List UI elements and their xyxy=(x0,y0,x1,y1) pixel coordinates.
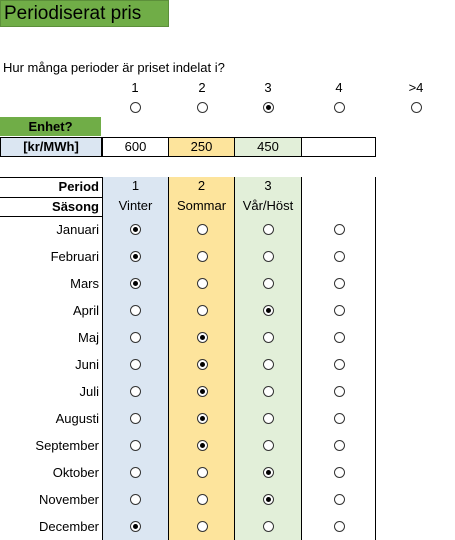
period-column-bg xyxy=(301,217,376,540)
period-column-bg xyxy=(168,217,235,540)
month-label: April xyxy=(72,303,99,318)
period-number-cell: 2 xyxy=(168,177,235,197)
period-count-radio[interactable] xyxy=(196,102,208,113)
month-period-radio[interactable] xyxy=(333,386,345,397)
season-label: Säsong xyxy=(52,199,99,214)
month-period-radio[interactable] xyxy=(333,332,345,343)
period-number-cell: 1 xyxy=(102,177,169,197)
month-period-radio[interactable] xyxy=(333,440,345,451)
season-name-cell: Sommar xyxy=(168,197,235,217)
period-count-radio[interactable] xyxy=(262,102,274,113)
period-label: Period xyxy=(58,179,99,194)
month-period-radio[interactable] xyxy=(196,494,208,505)
month-period-radio[interactable] xyxy=(196,440,208,451)
period-count-radio[interactable] xyxy=(333,102,345,113)
month-period-radio[interactable] xyxy=(333,278,345,289)
period-number-cell: 3 xyxy=(234,177,302,197)
month-period-radio[interactable] xyxy=(263,359,274,370)
month-period-radio[interactable] xyxy=(196,224,208,235)
price-cell-period-3[interactable]: 450 xyxy=(234,137,302,157)
period-column-bg xyxy=(234,217,302,540)
month-period-radio[interactable] xyxy=(130,359,141,370)
season-name-cell: Vår/Höst xyxy=(234,197,302,217)
month-period-radio[interactable] xyxy=(263,251,274,262)
month-label: Mars xyxy=(70,276,99,291)
month-period-radio[interactable] xyxy=(130,305,141,316)
month-period-radio[interactable] xyxy=(333,359,345,370)
month-label: Maj xyxy=(78,330,99,345)
month-period-radio[interactable] xyxy=(130,386,141,397)
month-label: September xyxy=(35,438,99,453)
month-period-radio[interactable] xyxy=(333,494,345,505)
month-period-radio[interactable] xyxy=(333,305,345,316)
month-label: Oktober xyxy=(52,465,99,480)
page-title: Periodiserat pris xyxy=(0,0,169,27)
month-period-radio[interactable] xyxy=(196,278,208,289)
month-period-radio[interactable] xyxy=(263,413,274,424)
month-period-radio[interactable] xyxy=(196,251,208,262)
month-label: Januari xyxy=(56,222,99,237)
month-period-radio[interactable] xyxy=(263,278,274,289)
month-period-radio[interactable] xyxy=(263,521,274,532)
month-label: November xyxy=(39,492,99,507)
season-name-cell: Vinter xyxy=(102,197,169,217)
month-period-radio[interactable] xyxy=(130,467,141,478)
month-period-radio[interactable] xyxy=(196,305,208,316)
month-period-radio[interactable] xyxy=(333,251,345,262)
month-period-radio[interactable] xyxy=(130,224,141,235)
month-period-radio[interactable] xyxy=(130,413,141,424)
price-cell-period-4[interactable] xyxy=(301,137,376,157)
month-period-radio[interactable] xyxy=(130,494,141,505)
month-period-radio[interactable] xyxy=(130,251,141,262)
price-cell-period-2[interactable]: 250 xyxy=(168,137,235,157)
month-period-radio[interactable] xyxy=(263,467,274,478)
unit-prompt-label: Enhet? xyxy=(0,117,101,136)
period-count-option-label: 4 xyxy=(335,80,343,95)
month-period-radio[interactable] xyxy=(196,332,208,343)
month-label: December xyxy=(39,519,99,534)
month-period-radio[interactable] xyxy=(333,413,345,424)
month-period-radio[interactable] xyxy=(333,224,345,235)
month-label: Juli xyxy=(79,384,99,399)
unit-cell[interactable]: [kr/MWh] xyxy=(0,137,102,157)
season-name-cell xyxy=(301,197,376,217)
month-label: Juni xyxy=(75,357,99,372)
price-cell-period-1[interactable]: 600 xyxy=(102,137,169,157)
month-period-radio[interactable] xyxy=(333,467,345,478)
period-column-bg xyxy=(102,217,169,540)
month-period-radio[interactable] xyxy=(333,521,345,532)
month-label: Februari xyxy=(50,249,99,264)
period-count-radio[interactable] xyxy=(129,102,141,113)
month-period-radio[interactable] xyxy=(130,521,141,532)
month-period-radio[interactable] xyxy=(196,467,208,478)
period-count-question: Hur många perioder är priset indelat i? xyxy=(3,60,225,75)
month-period-radio[interactable] xyxy=(130,332,141,343)
month-period-radio[interactable] xyxy=(196,413,208,424)
month-label: Augusti xyxy=(55,411,99,426)
month-period-radio[interactable] xyxy=(263,332,274,343)
month-period-radio[interactable] xyxy=(263,494,274,505)
month-period-radio[interactable] xyxy=(196,359,208,370)
month-period-radio[interactable] xyxy=(130,440,141,451)
month-period-radio[interactable] xyxy=(263,440,274,451)
period-count-option-label: 3 xyxy=(264,80,272,95)
month-period-radio[interactable] xyxy=(130,278,141,289)
period-count-option-label: >4 xyxy=(408,80,424,95)
period-count-radio[interactable] xyxy=(410,102,422,113)
month-period-radio[interactable] xyxy=(263,305,274,316)
month-period-radio[interactable] xyxy=(196,386,208,397)
month-period-radio[interactable] xyxy=(263,386,274,397)
period-count-option-label: 1 xyxy=(131,80,139,95)
period-count-option-label: 2 xyxy=(198,80,206,95)
month-period-radio[interactable] xyxy=(263,224,274,235)
period-number-cell xyxy=(301,177,376,197)
month-period-radio[interactable] xyxy=(196,521,208,532)
